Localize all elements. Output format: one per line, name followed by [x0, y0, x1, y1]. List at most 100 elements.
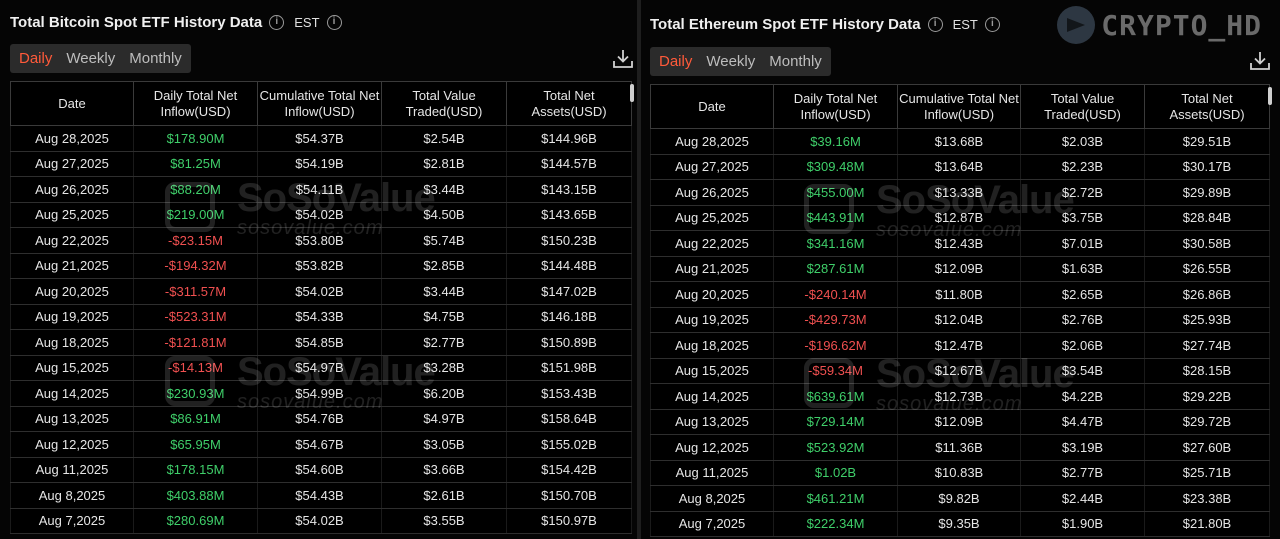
table-row[interactable]: Aug 18,2025 -$121.81M $54.85B $2.77B $150.89… [10, 329, 632, 356]
table-row[interactable]: Aug 27,2025 $309.48M $13.64B $2.23B $30.17B [650, 154, 1270, 180]
table-row[interactable]: Aug 13,2025 $86.91M $54.76B $4.97B $158.64B [10, 406, 632, 432]
table-row[interactable]: Aug 11,2025 $178.15M $54.60B $3.66B $154.42B [10, 457, 632, 483]
cell-cumulative-inflow: $9.82B [897, 485, 1021, 512]
info-icon[interactable]: i [984, 16, 1000, 32]
info-icon[interactable]: i [269, 14, 285, 30]
cell-net-assets: $30.58B [1144, 230, 1270, 257]
tab-weekly[interactable]: Weekly [706, 53, 756, 70]
cell-net-assets: $150.97B [506, 508, 632, 534]
cell-date: Aug 20,2025 [10, 278, 134, 305]
btc-panel-title: Total Bitcoin Spot ETF History Data [10, 13, 263, 31]
cell-value-traded: $3.66B [381, 457, 507, 483]
cell-daily-inflow: $455.00M [773, 179, 898, 206]
table-row[interactable]: Aug 20,2025 -$240.14M $11.80B $2.65B $26.86B [650, 281, 1270, 308]
btc-table-body: Aug 28,2025 $178.90M $54.37B $2.54B $144.96B… [10, 125, 632, 534]
tab-monthly[interactable]: Monthly [769, 53, 822, 70]
cell-net-assets: $150.89B [506, 329, 632, 356]
table-row[interactable]: Aug 21,2025 $287.61M $12.09B $1.63B $26.55B [650, 256, 1270, 282]
cell-daily-inflow: $443.91M [773, 205, 898, 231]
table-row[interactable]: Aug 15,2025 -$14.13M $54.97B $3.28B $151.98B [10, 355, 632, 381]
cell-date: Aug 13,2025 [650, 409, 774, 435]
cell-value-traded: $2.65B [1020, 281, 1145, 308]
table-row[interactable]: Aug 26,2025 $455.00M $13.33B $2.72B $29.89B [650, 179, 1270, 206]
tab-daily[interactable]: Daily [19, 50, 53, 67]
eth-scrollbar[interactable] [1268, 87, 1272, 105]
cell-net-assets: $144.96B [506, 125, 632, 152]
cell-value-traded: $2.03B [1020, 128, 1145, 155]
table-row[interactable]: Aug 14,2025 $230.93M $54.99B $6.20B $153.43B [10, 380, 632, 407]
cell-date: Aug 27,2025 [650, 154, 774, 180]
cell-value-traded: $2.06B [1020, 332, 1145, 359]
cell-daily-inflow: -$429.73M [773, 307, 898, 333]
cell-daily-inflow: $86.91M [133, 406, 258, 432]
cell-net-assets: $27.74B [1144, 332, 1270, 359]
cell-date: Aug 11,2025 [10, 457, 134, 483]
cell-value-traded: $4.47B [1020, 409, 1145, 435]
cell-date: Aug 7,2025 [10, 508, 134, 534]
cell-daily-inflow: $461.21M [773, 485, 898, 512]
table-row[interactable]: Aug 25,2025 $443.91M $12.87B $3.75B $28.84B [650, 205, 1270, 231]
table-row[interactable]: Aug 14,2025 $639.61M $12.73B $4.22B $29.22B [650, 383, 1270, 410]
panel-divider [637, 0, 641, 539]
info-icon[interactable]: i [326, 14, 342, 30]
table-row[interactable]: Aug 19,2025 -$429.73M $12.04B $2.76B $25.93B [650, 307, 1270, 333]
cell-daily-inflow: $178.15M [133, 457, 258, 483]
column-header-cumulative-inflow: Cumulative Total Net Inflow(USD) [257, 81, 382, 126]
btc-title-row: Total Bitcoin Spot ETF History Data i ES… [10, 12, 342, 32]
cell-value-traded: $3.05B [381, 431, 507, 458]
cell-cumulative-inflow: $10.83B [897, 460, 1021, 486]
table-row[interactable]: Aug 7,2025 $222.34M $9.35B $1.90B $21.80B [650, 511, 1270, 537]
cell-value-traded: $3.54B [1020, 358, 1145, 384]
table-row[interactable]: Aug 12,2025 $523.92M $11.36B $3.19B $27.60B [650, 434, 1270, 461]
table-row[interactable]: Aug 13,2025 $729.14M $12.09B $4.47B $29.72B [650, 409, 1270, 435]
table-row[interactable]: Aug 8,2025 $403.88M $54.43B $2.61B $150.70B [10, 482, 632, 509]
download-icon[interactable] [612, 48, 634, 70]
table-row[interactable]: Aug 20,2025 -$311.57M $54.02B $3.44B $147.02… [10, 278, 632, 305]
cell-cumulative-inflow: $54.97B [257, 355, 382, 381]
cell-date: Aug 20,2025 [650, 281, 774, 308]
cell-net-assets: $29.89B [1144, 179, 1270, 206]
cell-daily-inflow: $287.61M [773, 256, 898, 282]
cell-cumulative-inflow: $13.68B [897, 128, 1021, 155]
btc-history-table: Date Daily Total Net Inflow(USD) Cumulat… [10, 81, 632, 534]
tab-monthly[interactable]: Monthly [129, 50, 182, 67]
info-icon[interactable]: i [927, 16, 943, 32]
table-row[interactable]: Aug 25,2025 $219.00M $54.02B $4.50B $143.65B [10, 202, 632, 228]
cell-date: Aug 8,2025 [650, 485, 774, 512]
eth-period-tabs: Daily Weekly Monthly [650, 47, 831, 76]
cell-value-traded: $2.77B [381, 329, 507, 356]
download-icon[interactable] [1249, 50, 1271, 72]
cell-value-traded: $4.97B [381, 406, 507, 432]
table-row[interactable]: Aug 18,2025 -$196.62M $12.47B $2.06B $27.74B [650, 332, 1270, 359]
table-row[interactable]: Aug 8,2025 $461.21M $9.82B $2.44B $23.38B [650, 485, 1270, 512]
btc-scrollbar[interactable] [630, 84, 634, 102]
corner-brand: CRYPTO_HD [1057, 6, 1262, 44]
cell-date: Aug 22,2025 [650, 230, 774, 257]
cell-daily-inflow: $523.92M [773, 434, 898, 461]
table-header-row: Date Daily Total Net Inflow(USD) Cumulat… [650, 84, 1270, 129]
cell-date: Aug 28,2025 [650, 128, 774, 155]
table-row[interactable]: Aug 21,2025 -$194.32M $53.82B $2.85B $144.48… [10, 253, 632, 279]
cell-daily-inflow: -$59.34M [773, 358, 898, 384]
table-row[interactable]: Aug 28,2025 $178.90M $54.37B $2.54B $144.96B [10, 125, 632, 152]
cell-date: Aug 19,2025 [650, 307, 774, 333]
cell-net-assets: $143.15B [506, 176, 632, 203]
table-row[interactable]: Aug 11,2025 $1.02B $10.83B $2.77B $25.71B [650, 460, 1270, 486]
cell-net-assets: $29.72B [1144, 409, 1270, 435]
table-row[interactable]: Aug 26,2025 $88.20M $54.11B $3.44B $143.15B [10, 176, 632, 203]
table-row[interactable]: Aug 12,2025 $65.95M $54.67B $3.05B $155.02B [10, 431, 632, 458]
table-row[interactable]: Aug 7,2025 $280.69M $54.02B $3.55B $150.97B [10, 508, 632, 534]
tab-daily[interactable]: Daily [659, 53, 693, 70]
cell-net-assets: $26.86B [1144, 281, 1270, 308]
tab-weekly[interactable]: Weekly [66, 50, 116, 67]
table-row[interactable]: Aug 19,2025 -$523.31M $54.33B $4.75B $146.18… [10, 304, 632, 330]
cell-date: Aug 22,2025 [10, 227, 134, 254]
table-row[interactable]: Aug 28,2025 $39.16M $13.68B $2.03B $29.51B [650, 128, 1270, 155]
cell-net-assets: $23.38B [1144, 485, 1270, 512]
table-row[interactable]: Aug 27,2025 $81.25M $54.19B $2.81B $144.57B [10, 151, 632, 177]
table-row[interactable]: Aug 22,2025 -$23.15M $53.80B $5.74B $150.23B [10, 227, 632, 254]
table-row[interactable]: Aug 15,2025 -$59.34M $12.67B $3.54B $28.15B [650, 358, 1270, 384]
cell-cumulative-inflow: $54.60B [257, 457, 382, 483]
cell-daily-inflow: $403.88M [133, 482, 258, 509]
table-row[interactable]: Aug 22,2025 $341.16M $12.43B $7.01B $30.58B [650, 230, 1270, 257]
